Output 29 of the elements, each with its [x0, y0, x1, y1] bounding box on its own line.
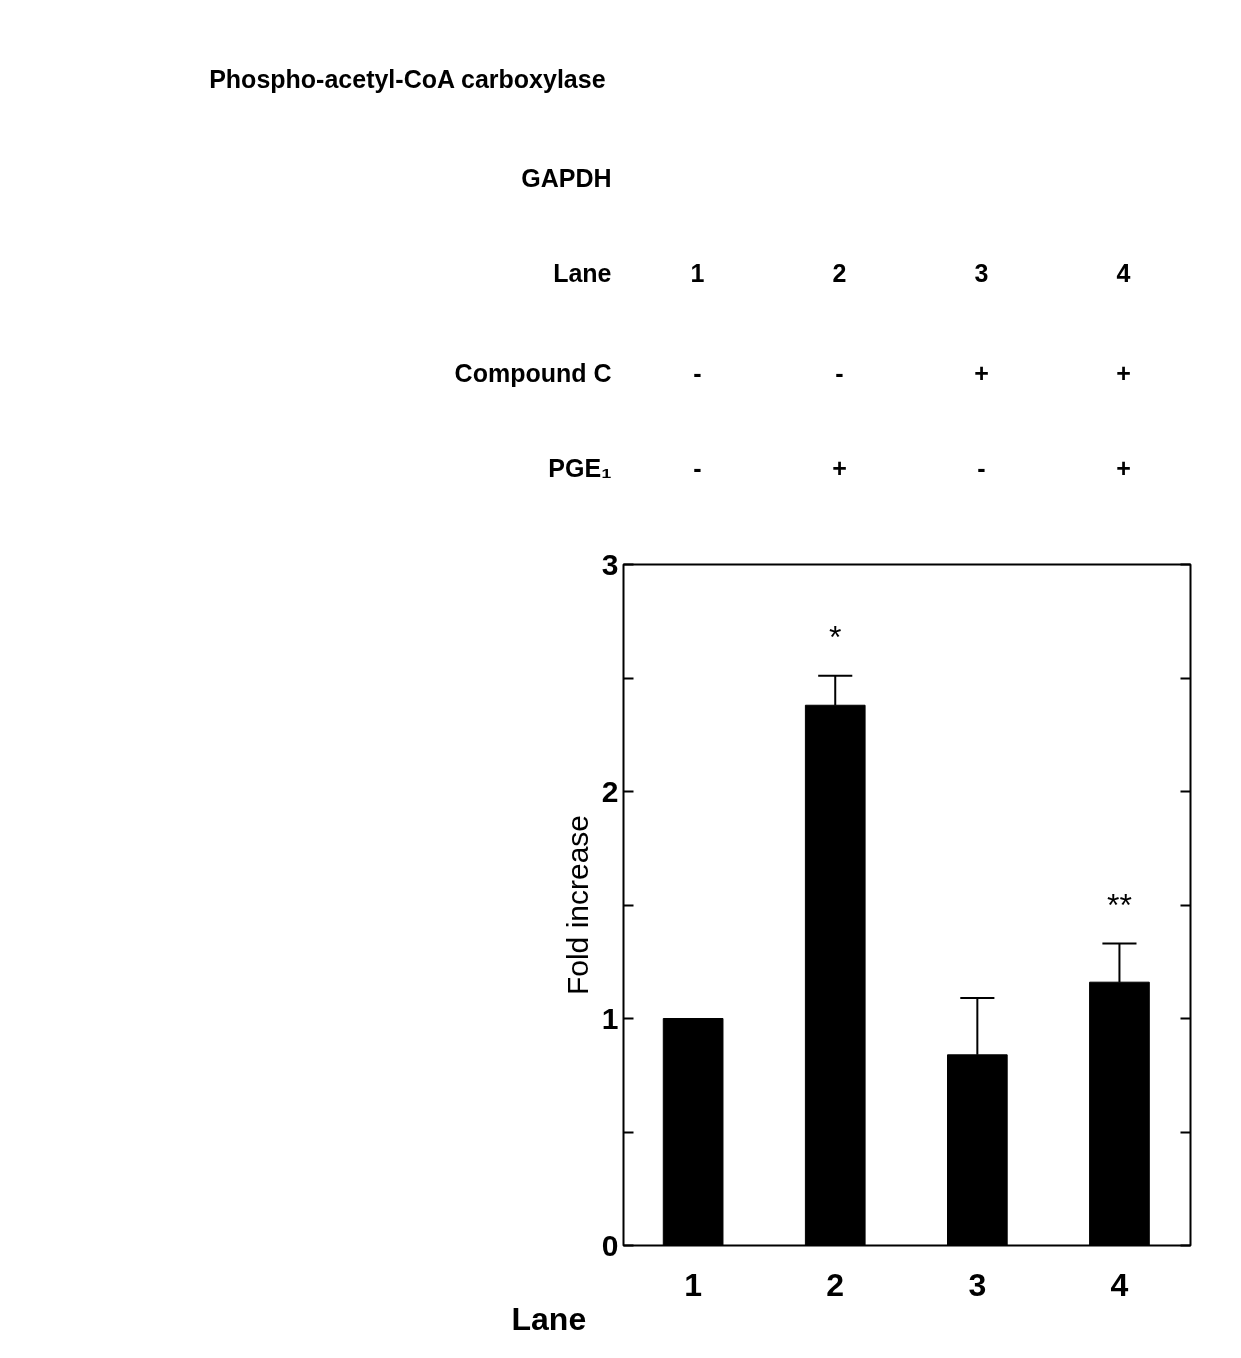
x-tick-label: 1	[684, 1266, 703, 1303]
text: +	[1116, 453, 1131, 482]
text: GAPDH	[521, 163, 612, 192]
y-tick-label: 1	[601, 1001, 619, 1035]
text: +	[1116, 358, 1131, 387]
text: Lane	[553, 258, 612, 287]
annotation: **	[1106, 887, 1132, 923]
x-axis-title: Lane	[511, 1300, 587, 1337]
y-tick-label: 2	[601, 774, 619, 808]
text: Phospho-acetyl-CoA carboxylase	[209, 64, 606, 93]
y-tick-label: 0	[601, 1228, 619, 1262]
text: -	[835, 358, 844, 387]
text: -	[977, 453, 986, 482]
text: 1	[690, 258, 705, 287]
x-tick-label: 2	[826, 1266, 845, 1303]
text: 3	[974, 258, 989, 287]
annotation: *	[829, 619, 842, 656]
text: Compound C	[454, 358, 612, 387]
text: -	[693, 453, 702, 482]
text: +	[974, 358, 989, 387]
text: 4	[1116, 258, 1131, 287]
text: PGE₁	[548, 453, 612, 482]
x-tick-label: 3	[968, 1266, 987, 1303]
x-tick-label: 4	[1110, 1266, 1129, 1303]
y-axis-title: Fold increase	[560, 814, 594, 996]
text: +	[832, 453, 847, 482]
y-tick-label: 3	[601, 547, 619, 581]
text: 2	[832, 258, 847, 287]
text: -	[693, 358, 702, 387]
